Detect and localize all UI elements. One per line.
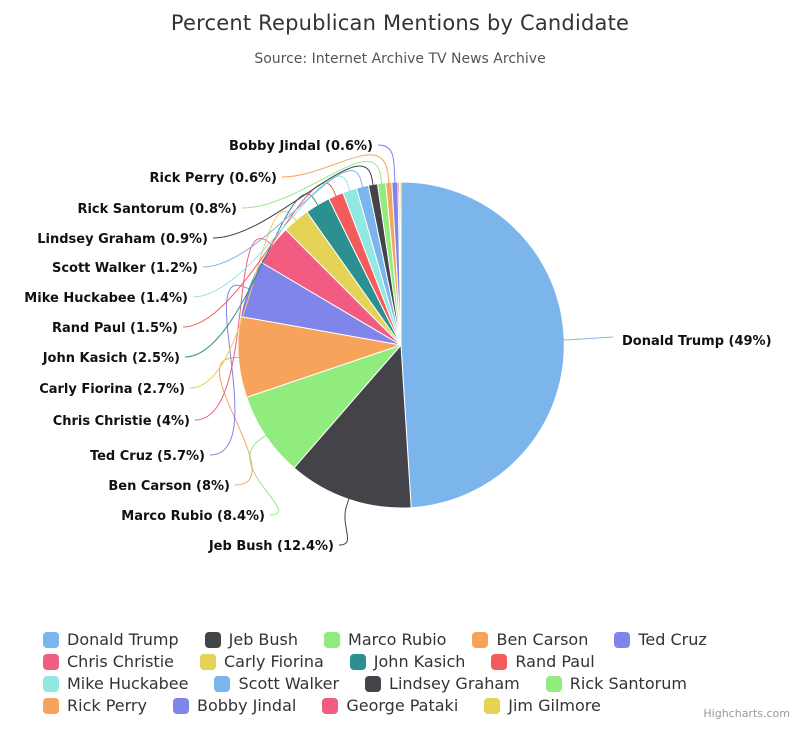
pie-connector-rand-paul [182,182,340,328]
pie-label-ted-cruz: Ted Cruz (5.7%) [90,449,205,464]
pie-connector-mike-huckabee [192,175,353,298]
legend-swatch-george-pataki [322,698,339,714]
pie-connector-marco-rubio [249,430,279,516]
pie-connector-ted-cruz [209,284,256,456]
legend-row: Rick Perry Bobby Jindal George Pataki Jim G… [43,695,757,717]
legend-swatch-rick-santorum [545,676,562,692]
pie-label-carly-fiorina: Carly Fiorina (2.7%) [39,382,185,397]
pie-label-scott-walker: Scott Walker (1.2%) [52,261,198,276]
legend-label: Rand Paul [515,652,595,671]
legend-row: Donald Trump Jeb Bush Marco Rubio Ben Carso… [43,629,757,651]
legend-item-mike-huckabee[interactable]: Mike Huckabee [43,673,188,695]
legend-label: Ted Cruz [638,630,707,649]
pie-label-rick-santorum: Rick Santorum (0.8%) [77,202,237,217]
legend-swatch-ted-cruz [614,632,631,648]
legend-swatch-john-kasich [349,654,366,670]
legend-label: Lindsey Graham [389,674,520,693]
legend-swatch-jim-gilmore [484,698,501,714]
legend-swatch-bobby-jindal [172,698,189,714]
legend-item-john-kasich[interactable]: John Kasich [349,651,466,673]
pie-label-chris-christie: Chris Christie (4%) [53,414,190,429]
pie-label-donald-trump: Donald Trump (49%) [622,334,772,349]
highcharts-credit-link[interactable]: Highcharts.com [703,707,790,720]
legend-item-marco-rubio[interactable]: Marco Rubio [324,629,446,651]
legend-swatch-rand-paul [491,654,508,670]
legend-row: Mike Huckabee Scott Walker Lindsey Graham R… [43,673,757,695]
legend-swatch-donald-trump [43,632,59,648]
legend-item-chris-christie[interactable]: Chris Christie [43,651,174,673]
legend-row: Chris Christie Carly Fiorina John Kasich Ra… [43,651,757,673]
chart-title: Percent Republican Mentions by Candidate [170,11,630,35]
legend-item-rick-perry[interactable]: Rick Perry [43,695,147,717]
legend-label: Ben Carson [496,630,589,649]
legend-label: Chris Christie [67,652,174,671]
chart-subtitle: Source: Internet Archive TV News Archive [254,51,546,67]
legend-label: Jim Gilmore [508,696,601,715]
pie-label-mike-huckabee: Mike Huckabee (1.4%) [24,291,188,306]
legend-swatch-marco-rubio [324,632,341,648]
legend-label: Carly Fiorina [224,652,324,671]
legend-label: Donald Trump [67,630,179,649]
legend-item-rick-santorum[interactable]: Rick Santorum [545,673,687,695]
legend-item-jeb-bush[interactable]: Jeb Bush [204,629,299,651]
legend: Donald Trump Jeb Bush Marco Rubio Ben Carso… [0,629,800,717]
pie-label-lindsey-graham: Lindsey Graham (0.9%) [37,232,208,247]
pie-label-ben-carson: Ben Carson (8%) [108,479,230,494]
legend-item-rand-paul[interactable]: Rand Paul [491,651,595,673]
pie-slice-donald-trump[interactable] [400,181,565,509]
pie-label-marco-rubio: Marco Rubio (8.4%) [121,509,265,524]
legend-swatch-mike-huckabee [43,676,59,692]
legend-swatch-jeb-bush [204,632,221,648]
pie-connector-jeb-bush [338,491,352,546]
legend-label: Bobby Jindal [196,696,297,715]
legend-swatch-rick-perry [43,698,59,714]
pie-connector-lindsey-graham [212,165,375,239]
legend-item-lindsey-graham[interactable]: Lindsey Graham [365,673,520,695]
legend-item-jim-gilmore[interactable]: Jim Gilmore [484,695,601,717]
legend-item-bobby-jindal[interactable]: Bobby Jindal [172,695,297,717]
legend-swatch-lindsey-graham [365,676,382,692]
legend-label: Jeb Bush [228,630,299,649]
pie-connector-donald-trump [555,336,614,341]
legend-swatch-scott-walker [214,676,231,692]
legend-item-scott-walker[interactable]: Scott Walker [214,673,339,695]
legend-swatch-ben-carson [472,632,489,648]
pie-label-john-kasich: John Kasich (2.5%) [42,351,180,366]
pie-connector-bobby-jindal [377,144,396,191]
pie-label-rand-paul: Rand Paul (1.5%) [52,321,178,336]
pie-connector-scott-walker [202,170,365,268]
pie-slice-jim-gilmore[interactable] [399,181,402,346]
pie-label-bobby-jindal: Bobby Jindal (0.6%) [229,139,373,154]
legend-item-george-pataki[interactable]: George Pataki [322,695,458,717]
legend-label: Marco Rubio [348,630,447,649]
pie-connector-rick-santorum [241,161,383,209]
legend-item-carly-fiorina[interactable]: Carly Fiorina [200,651,324,673]
legend-label: Scott Walker [238,674,340,693]
legend-item-ben-carson[interactable]: Ben Carson [472,629,588,651]
pie-connector-chris-christie [194,238,279,421]
legend-swatch-chris-christie [43,654,59,670]
pie-label-jeb-bush: Jeb Bush (12.4%) [208,539,334,554]
legend-label: Rick Perry [67,696,147,715]
legend-label: Rick Santorum [569,674,687,693]
legend-item-donald-trump[interactable]: Donald Trump [43,629,179,651]
legend-swatch-carly-fiorina [200,654,216,670]
pie-connector-rick-perry [281,154,390,191]
legend-label: John Kasich [373,652,466,671]
legend-item-ted-cruz[interactable]: Ted Cruz [614,629,707,651]
legend-label: Mike Huckabee [67,674,189,693]
legend-label: George Pataki [346,696,459,715]
pie-label-rick-perry: Rick Perry (0.6%) [150,171,277,186]
